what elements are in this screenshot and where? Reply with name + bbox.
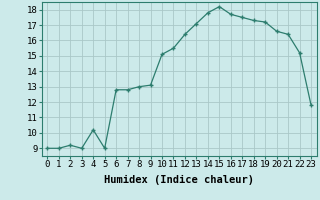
X-axis label: Humidex (Indice chaleur): Humidex (Indice chaleur) (104, 175, 254, 185)
